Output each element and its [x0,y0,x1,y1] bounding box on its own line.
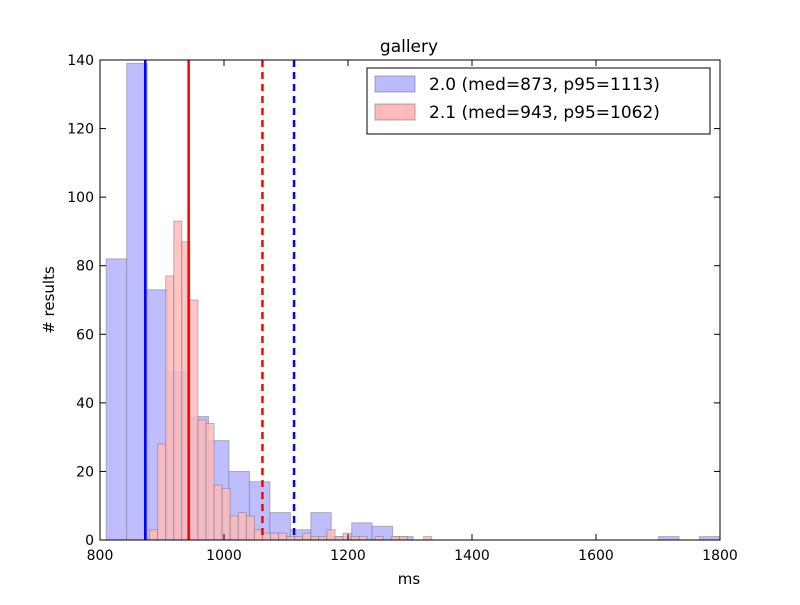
histogram-bar-series-2 [398,536,409,541]
axes: 800 1000 1200 1400 1600 1800 0 20 40 60 80 100 120 14… [67,53,738,564]
histogram-bar-series-2 [350,536,360,541]
histogram-bar-series-2 [189,299,199,541]
legend-swatch-series-2 [374,103,416,121]
legend: 2.0 (med=873, p95=1113) 2.1 (med=943, p95… [366,67,711,135]
y-tick-label: 100 [67,190,94,206]
legend-box [366,67,711,135]
y-tick-label: 40 [76,396,94,412]
histogram-bar-series-2 [302,532,312,541]
histogram-bar-series-2 [334,536,344,541]
histogram-bar-series-2 [358,536,368,541]
histogram-bar-series-2 [229,515,239,541]
histogram-bar-series-2 [294,536,304,541]
y-tick-label: 120 [67,122,94,138]
histogram-bar-series-2 [165,275,175,541]
histogram-bar-series-2 [197,419,207,541]
histogram-bar-series-2 [390,536,400,541]
x-tick-label: 1200 [330,548,366,564]
histogram-bar-series-2 [213,484,223,541]
median-p95-lines [144,60,296,540]
histogram-bar-series-2 [423,536,433,541]
histogram-bar-series-2 [173,220,183,541]
histogram-bar-series-2 [318,536,328,541]
histogram-bar-series-2 [374,536,384,541]
histogram-bar-series-2 [326,529,336,541]
histogram-bar-series-2 [286,536,296,541]
legend-label-series-1: 2.0 (med=873, p95=1113) [429,75,660,95]
y-tick-label: 80 [76,259,94,275]
legend-swatch-series-1 [374,75,416,93]
plot-frame [99,59,721,541]
x-tick-label: 1600 [578,548,614,564]
histogram-bar-series-2 [310,536,320,541]
y-tick-label: 60 [76,327,94,343]
histogram-bar-series-1 [699,536,721,541]
histogram-bar-series-2 [245,515,255,541]
histogram-bar-series-1 [658,536,680,541]
y-tick-label: 20 [76,464,94,480]
x-tick-label: 1000 [206,548,242,564]
histogram-bar-series-2 [221,488,231,541]
x-tick-label: 800 [87,548,114,564]
legend-label-series-2: 2.1 (med=943, p95=1062) [429,103,660,123]
histogram-bar-series-2 [205,422,215,541]
chart-title: gallery [380,37,438,57]
histogram-bar-series-1 [105,258,128,541]
histogram-bar-series-2 [278,532,288,541]
histogram-bar-series-2 [149,529,159,541]
histogram-bar-series-2 [270,532,280,541]
histogram-bar-series-2 [237,512,247,541]
histogram-bar-series-2 [342,532,352,541]
y-tick-label: 140 [67,53,94,69]
y-tick-label: 0 [85,533,94,549]
y-axis-label: # results [40,266,58,334]
x-axis-label: ms [398,570,421,588]
x-tick-label: 1400 [454,548,490,564]
histogram-bars [105,62,721,541]
histogram-bar-series-2 [157,443,167,541]
x-tick-label: 1800 [702,548,738,564]
